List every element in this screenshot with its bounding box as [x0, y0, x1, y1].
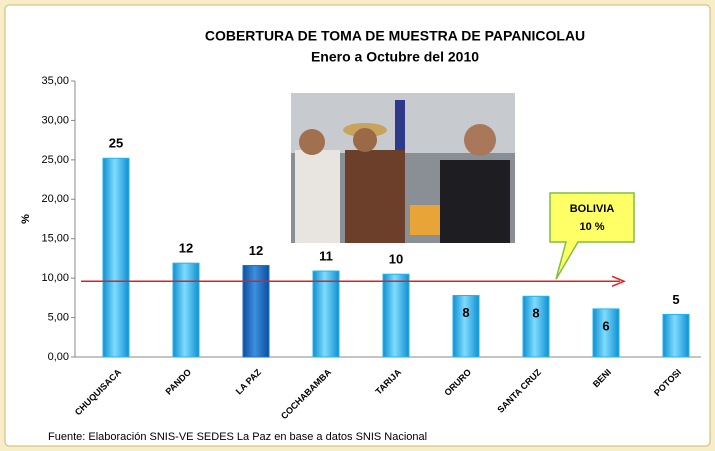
y-tick-label: 25,00 — [41, 154, 69, 166]
y-tick-label: 10,00 — [41, 272, 69, 284]
value-label: 8 — [532, 306, 539, 321]
y-tick-label: 20,00 — [41, 193, 69, 205]
callout-title: BOLIVIA — [570, 203, 615, 215]
chart-subtitle: Enero a Octubre del 2010 — [311, 49, 479, 65]
source-note: Fuente: Elaboración SNIS-VE SEDES La Paz… — [48, 431, 427, 443]
y-tick-label: 35,00 — [41, 75, 69, 87]
bar — [452, 294, 480, 358]
value-label: 12 — [179, 241, 193, 256]
bar — [592, 308, 620, 358]
value-label: 12 — [249, 243, 263, 258]
value-label: 10 — [389, 252, 403, 267]
y-tick-label: 15,00 — [41, 233, 69, 245]
value-label: 8 — [462, 305, 469, 320]
y-tick-label: 30,00 — [41, 114, 69, 126]
y-axis-label: % — [20, 214, 32, 224]
value-label: 6 — [602, 318, 609, 333]
value-label: 5 — [672, 292, 679, 307]
callout-label: 10 % — [579, 221, 604, 233]
bar — [242, 265, 270, 358]
reference-arrowhead — [611, 275, 626, 287]
value-label: 11 — [319, 248, 333, 263]
y-tick-label: 5,00 — [48, 311, 69, 323]
bar — [382, 273, 410, 358]
chart-title: COBERTURA DE TOMA DE MUESTRA DE PAPANICO… — [205, 28, 585, 44]
bar — [662, 313, 690, 358]
photo — [291, 93, 515, 243]
bar — [102, 157, 130, 358]
bar — [312, 270, 340, 358]
bar — [522, 295, 550, 358]
y-tick-label: 0,00 — [48, 351, 69, 363]
value-label: 25 — [109, 136, 123, 151]
callout — [549, 192, 635, 280]
bar — [172, 262, 200, 358]
